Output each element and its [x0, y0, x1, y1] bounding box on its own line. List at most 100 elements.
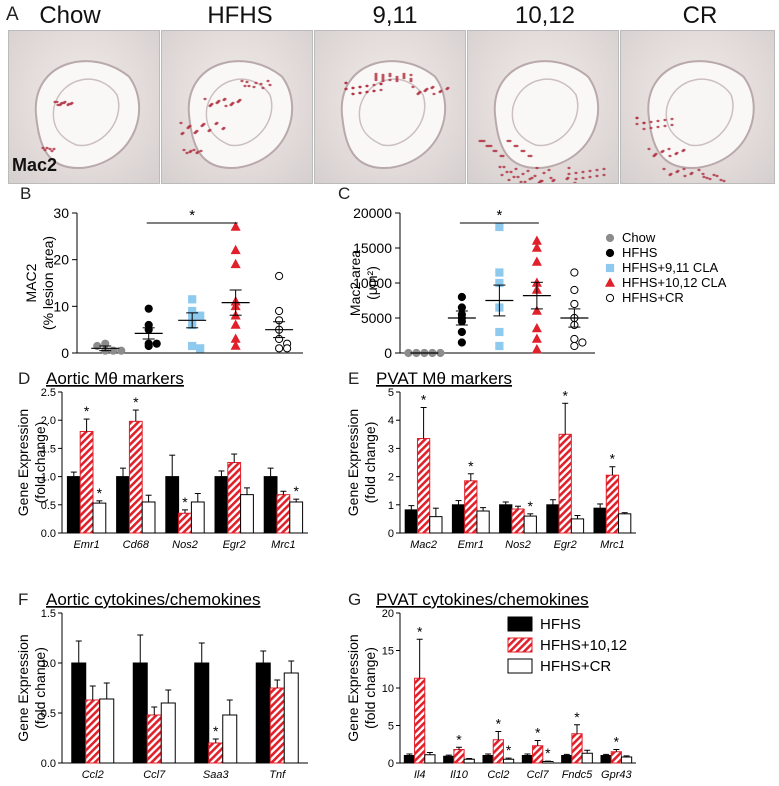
stain-spot: [675, 170, 679, 174]
data-point: [117, 346, 126, 355]
data-point: [531, 242, 542, 252]
micrograph-3: [314, 30, 466, 184]
bar: [263, 476, 278, 534]
stain-spot: [381, 73, 385, 77]
stain-spot: [351, 92, 355, 96]
group-1: [91, 339, 126, 355]
stain-spot: [566, 176, 570, 180]
stain-spot: [482, 139, 486, 143]
stain-spot: [660, 150, 664, 154]
stain-spot: [229, 103, 233, 107]
bar: [502, 758, 515, 764]
stain-spot: [573, 181, 577, 183]
data-point: [188, 341, 197, 351]
stain-spot: [642, 121, 646, 125]
stain-spot: [656, 119, 660, 123]
stain-spot: [222, 126, 226, 130]
bar: [620, 756, 633, 764]
panel-D-letter: D: [18, 369, 30, 388]
data-point: [144, 341, 153, 351]
group-5: [265, 271, 294, 353]
significance-star: *: [528, 498, 534, 514]
stain-spot: [507, 178, 511, 182]
stain-spot: [702, 175, 706, 179]
stain-spot: [667, 147, 671, 151]
stain-spot: [52, 147, 56, 151]
stain-spot: [351, 86, 355, 90]
micrograph-tissue: [478, 60, 606, 183]
stain-spot: [719, 178, 723, 182]
stain-spot: [409, 77, 413, 81]
legend-label: HFHS+CR: [540, 658, 611, 675]
data-point: [570, 341, 579, 351]
stain-spot: [388, 72, 392, 76]
data-point: [570, 299, 579, 309]
bar: [453, 749, 465, 764]
stain-spot: [245, 80, 249, 84]
significance-star: *: [545, 745, 551, 761]
category-egr2: Egr2: [214, 453, 254, 551]
bar: [146, 714, 162, 764]
data-point: [495, 327, 504, 337]
y-tick-label: 0: [388, 758, 394, 770]
stain-spot: [372, 89, 376, 93]
category-fndc5: * Fndc5: [561, 709, 593, 781]
stain-spot: [445, 87, 449, 91]
stain-spot: [358, 91, 362, 95]
stain-spot: [489, 144, 493, 148]
y-axis-label-2: (fold change): [32, 647, 48, 729]
bar: [605, 474, 620, 534]
stain-spot: [195, 151, 199, 155]
bar: [71, 662, 87, 764]
stain-spot: [494, 149, 498, 153]
vessel-wall: [493, 60, 600, 169]
data-point: [230, 319, 241, 329]
data-point: [196, 311, 205, 320]
stain-spot: [588, 169, 592, 173]
bar: [521, 755, 534, 764]
bar: [240, 494, 254, 534]
legend-swatch: [507, 637, 533, 653]
category-nos2: * Nos2: [499, 498, 537, 551]
stain-spot: [402, 72, 406, 76]
category-label: Mrc1: [271, 539, 295, 551]
significance-star: *: [562, 387, 568, 403]
category-label: Fndc5: [562, 769, 593, 781]
legend-g: HFHS HFHS+10,12 HFHS+CR: [507, 616, 627, 675]
stain-spot: [683, 174, 687, 178]
stain-spot: [595, 174, 599, 178]
lumen-outline: [511, 78, 579, 147]
stain-spot: [203, 97, 207, 101]
panel-F-letter: F: [18, 590, 28, 609]
stain-spot: [215, 101, 219, 105]
data-point: [230, 244, 241, 255]
category-label: Ccl7: [143, 769, 166, 781]
stain-spot: [381, 77, 385, 81]
group-3: [178, 295, 207, 353]
legend-marker: [605, 233, 615, 243]
stain-label: Mac2: [12, 155, 58, 175]
bar: [141, 501, 156, 534]
stain-spot: [701, 172, 705, 176]
y-axis-label-2: (μm²): [364, 266, 380, 300]
stain-spot: [529, 154, 533, 158]
vessel-wall: [647, 60, 755, 169]
data-point: [457, 327, 466, 337]
bar: [190, 501, 205, 534]
category-label: Ccl7: [527, 769, 550, 781]
category-tnf: Tnf: [255, 650, 299, 781]
chart-title: Aortic Mθ markers: [46, 369, 184, 388]
stain-spot: [409, 79, 413, 83]
chart-D: D Aortic Mθ markers 0.0 0.5 1.0 1.5 2.0 2.5 Gene…: [15, 369, 308, 551]
legend-label: HFHS+10,12: [540, 637, 627, 654]
y-tick-label: 2.5: [41, 387, 56, 399]
legend-marker: [605, 293, 615, 303]
lumen-outline: [52, 78, 120, 147]
stain-spot: [254, 81, 258, 85]
bar: [92, 502, 107, 534]
y-tick-label: 0: [61, 345, 69, 361]
bar: [523, 515, 537, 534]
group-2: [134, 304, 163, 351]
stain-spot: [222, 98, 226, 102]
